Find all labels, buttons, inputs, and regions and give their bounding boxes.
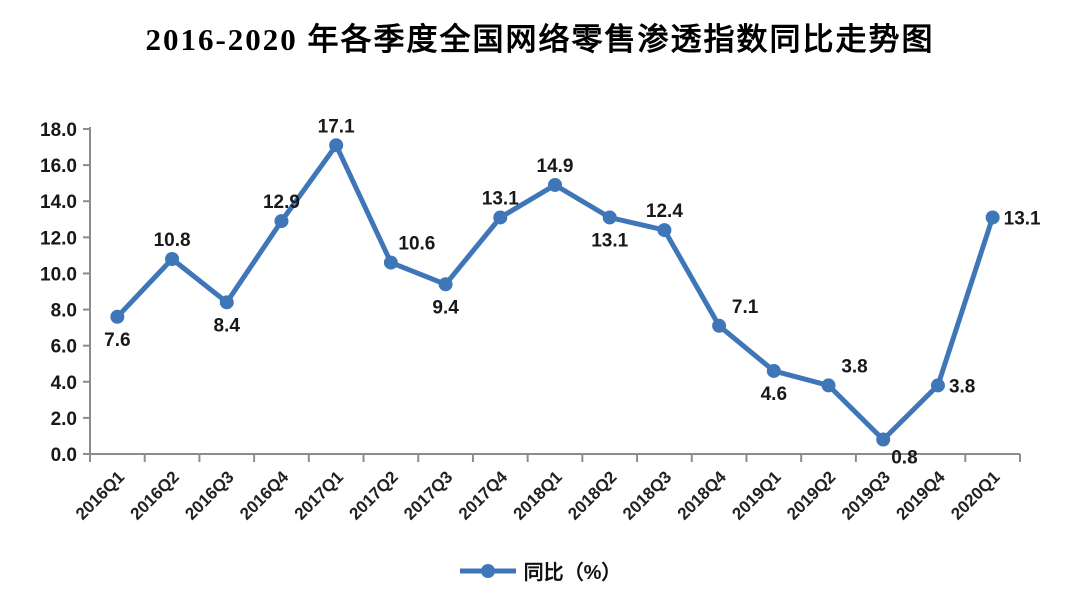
data-label: 4.6 xyxy=(761,384,787,405)
y-tick-label: 18.0 xyxy=(40,120,77,141)
data-point xyxy=(274,214,289,229)
data-label: 13.1 xyxy=(1004,208,1041,229)
chart-title: 2016-2020 年各季度全国网络零售渗透指数同比走势图 xyxy=(145,22,935,57)
legend: 同比（%） xyxy=(0,556,1080,585)
data-label: 12.4 xyxy=(646,201,683,222)
y-tick-label: 10.0 xyxy=(40,264,77,285)
y-tick-label: 0.0 xyxy=(51,445,77,466)
data-label: 7.6 xyxy=(104,330,130,351)
y-tick-label: 8.0 xyxy=(51,301,77,322)
data-point xyxy=(329,138,344,153)
y-tick-label: 12.0 xyxy=(40,228,77,249)
y-tick-label: 14.0 xyxy=(40,192,77,213)
data-point xyxy=(657,223,672,238)
x-tick-label: 2018Q2 xyxy=(564,467,620,523)
x-tick-label: 2019Q3 xyxy=(838,467,894,523)
x-tick-label: 2016Q2 xyxy=(127,467,183,523)
data-point xyxy=(602,210,617,225)
data-label: 17.1 xyxy=(318,116,355,137)
x-tick-label: 2017Q1 xyxy=(291,467,347,523)
data-point xyxy=(383,255,398,270)
data-label: 3.8 xyxy=(949,376,975,397)
data-point xyxy=(548,177,562,192)
x-tick-label: 2016Q1 xyxy=(72,467,128,523)
x-tick-label: 2018Q4 xyxy=(674,467,731,524)
data-point xyxy=(876,432,891,447)
data-label: 0.8 xyxy=(891,448,917,469)
legend-label: 同比（%） xyxy=(523,562,622,584)
x-tick-label: 2017Q4 xyxy=(455,467,512,524)
y-tick-label: 6.0 xyxy=(51,337,77,358)
data-point xyxy=(930,378,945,393)
data-point xyxy=(165,252,180,266)
x-tick-label: 2016Q4 xyxy=(236,467,293,524)
y-tick-label: 4.0 xyxy=(51,373,77,394)
x-tick-label: 2018Q1 xyxy=(510,467,566,523)
x-tick-label: 2020Q1 xyxy=(947,467,1003,523)
data-point xyxy=(438,277,453,292)
x-tick-label: 2019Q1 xyxy=(728,467,784,523)
data-label: 3.8 xyxy=(841,356,867,377)
x-tick-label: 2018Q3 xyxy=(619,467,675,523)
data-point xyxy=(110,309,125,324)
y-tick-label: 2.0 xyxy=(51,409,77,430)
data-label: 10.8 xyxy=(154,230,191,251)
legend-line-marker-icon xyxy=(459,563,516,578)
data-label: 10.6 xyxy=(398,234,435,255)
data-label: 13.1 xyxy=(482,188,519,209)
data-label: 8.4 xyxy=(214,315,241,336)
y-tick-label: 16.0 xyxy=(40,156,77,177)
data-point xyxy=(712,318,727,333)
data-label: 12.9 xyxy=(263,192,300,213)
data-label: 7.1 xyxy=(732,297,759,318)
data-point xyxy=(821,378,836,393)
data-label: 9.4 xyxy=(432,297,459,318)
x-tick-label: 2016Q3 xyxy=(181,467,237,523)
x-tick-label: 2017Q2 xyxy=(345,467,401,523)
data-point xyxy=(985,210,1000,225)
x-tick-label: 2017Q3 xyxy=(400,467,456,523)
data-point xyxy=(493,210,508,225)
x-tick-label: 2019Q4 xyxy=(893,467,950,524)
data-point xyxy=(766,363,781,378)
data-point xyxy=(219,295,234,310)
data-label: 14.9 xyxy=(537,156,574,177)
x-tick-label: 2019Q2 xyxy=(783,467,839,523)
data-label: 13.1 xyxy=(591,230,628,251)
